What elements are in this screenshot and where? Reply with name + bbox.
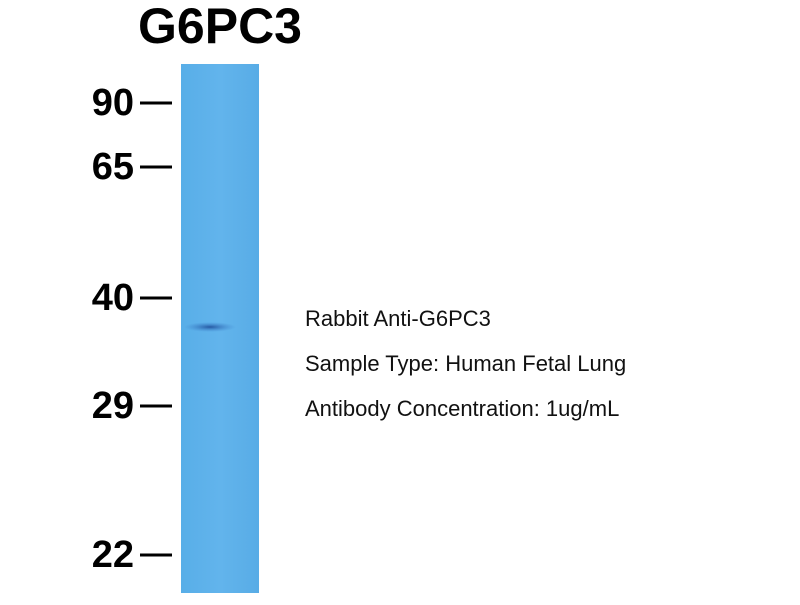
- marker-label: 90: [92, 82, 134, 124]
- marker-label: 22: [92, 534, 134, 576]
- marker-label: 29: [92, 385, 134, 427]
- note: Antibody Concentration: 1ug/mL: [305, 396, 619, 421]
- marker-ladder: 90 65 40 29 22: [92, 82, 172, 576]
- note: Rabbit Anti-G6PC3: [305, 306, 491, 331]
- marker-label: 40: [92, 277, 134, 319]
- protein-band: [184, 322, 236, 332]
- note: Sample Type: Human Fetal Lung: [305, 351, 626, 376]
- title: G6PC3: [138, 0, 302, 54]
- marker-label: 65: [92, 146, 134, 188]
